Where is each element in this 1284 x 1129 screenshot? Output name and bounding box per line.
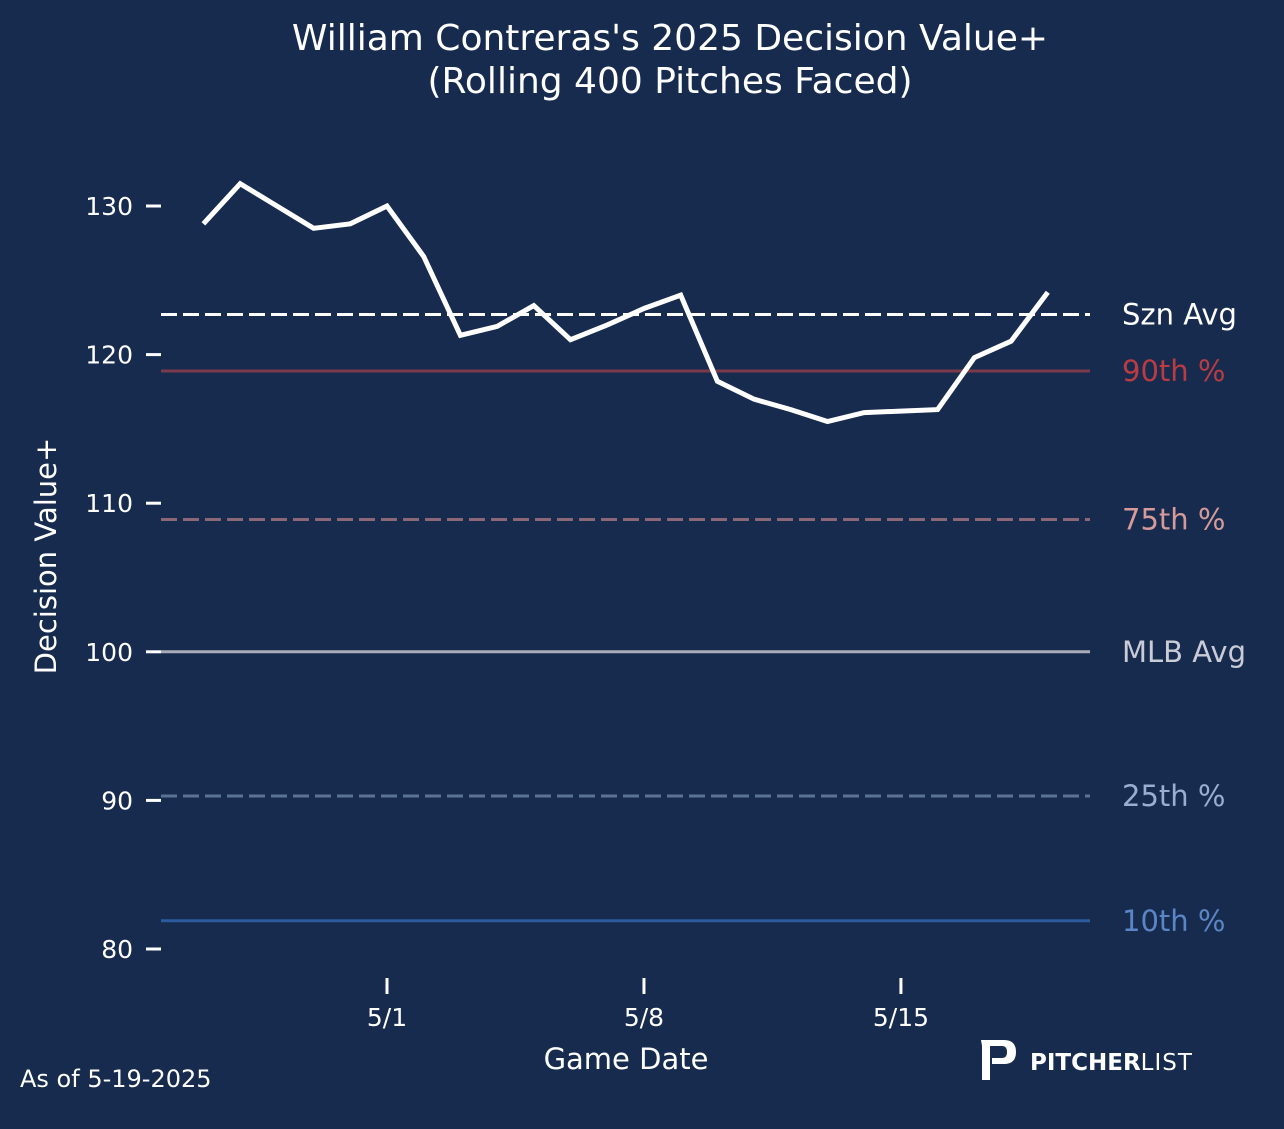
y-tick-label: 100: [85, 638, 133, 667]
chart-title: William Contreras's 2025 Decision Value+: [292, 18, 1048, 59]
reference-label-75th: 75th %: [1122, 503, 1225, 537]
reference-lines: [161, 312, 1090, 923]
x-axis-label: Game Date: [544, 1042, 709, 1076]
reference-label-szn-avg: Szn Avg: [1122, 297, 1237, 331]
reference-label-mlb-avg: MLB Avg: [1122, 635, 1246, 669]
reference-label-25th: 25th %: [1122, 779, 1225, 813]
y-tick-label: 80: [101, 935, 133, 964]
reference-label-90th: 90th %: [1122, 354, 1225, 388]
brand-bold: PITCHER: [1030, 1050, 1141, 1076]
reference-label-10th: 10th %: [1122, 904, 1225, 938]
pitcherlist-p-icon: [981, 1040, 1016, 1080]
series-line: [201, 180, 1050, 425]
as-of-date: As of 5-19-2025: [20, 1065, 212, 1093]
series-group: [201, 180, 1050, 425]
y-tick-label: 130: [85, 192, 133, 221]
x-tick-label: 5/1: [367, 1003, 407, 1032]
x-tick-label: 5/15: [873, 1003, 929, 1032]
pitcherlist-logo: PITCHERLIST: [981, 1040, 1193, 1080]
y-tick-label: 90: [101, 786, 133, 815]
y-axis: 80 90 100 110 120 130: [85, 192, 161, 964]
y-axis-label: Decision Value+: [29, 438, 63, 675]
brand-light: LIST: [1141, 1050, 1193, 1076]
y-tick-label: 110: [85, 489, 133, 518]
x-tick-label: 5/8: [624, 1003, 664, 1032]
chart-subtitle: (Rolling 400 Pitches Faced): [427, 61, 912, 102]
y-tick-label: 120: [85, 341, 133, 370]
x-axis: 5/1 5/8 5/15: [367, 978, 929, 1032]
reference-labels: Szn Avg 90th % 75th % MLB Avg 25th % 10th %: [1122, 297, 1246, 937]
svg-text:PITCHERLIST: PITCHERLIST: [1030, 1050, 1193, 1076]
